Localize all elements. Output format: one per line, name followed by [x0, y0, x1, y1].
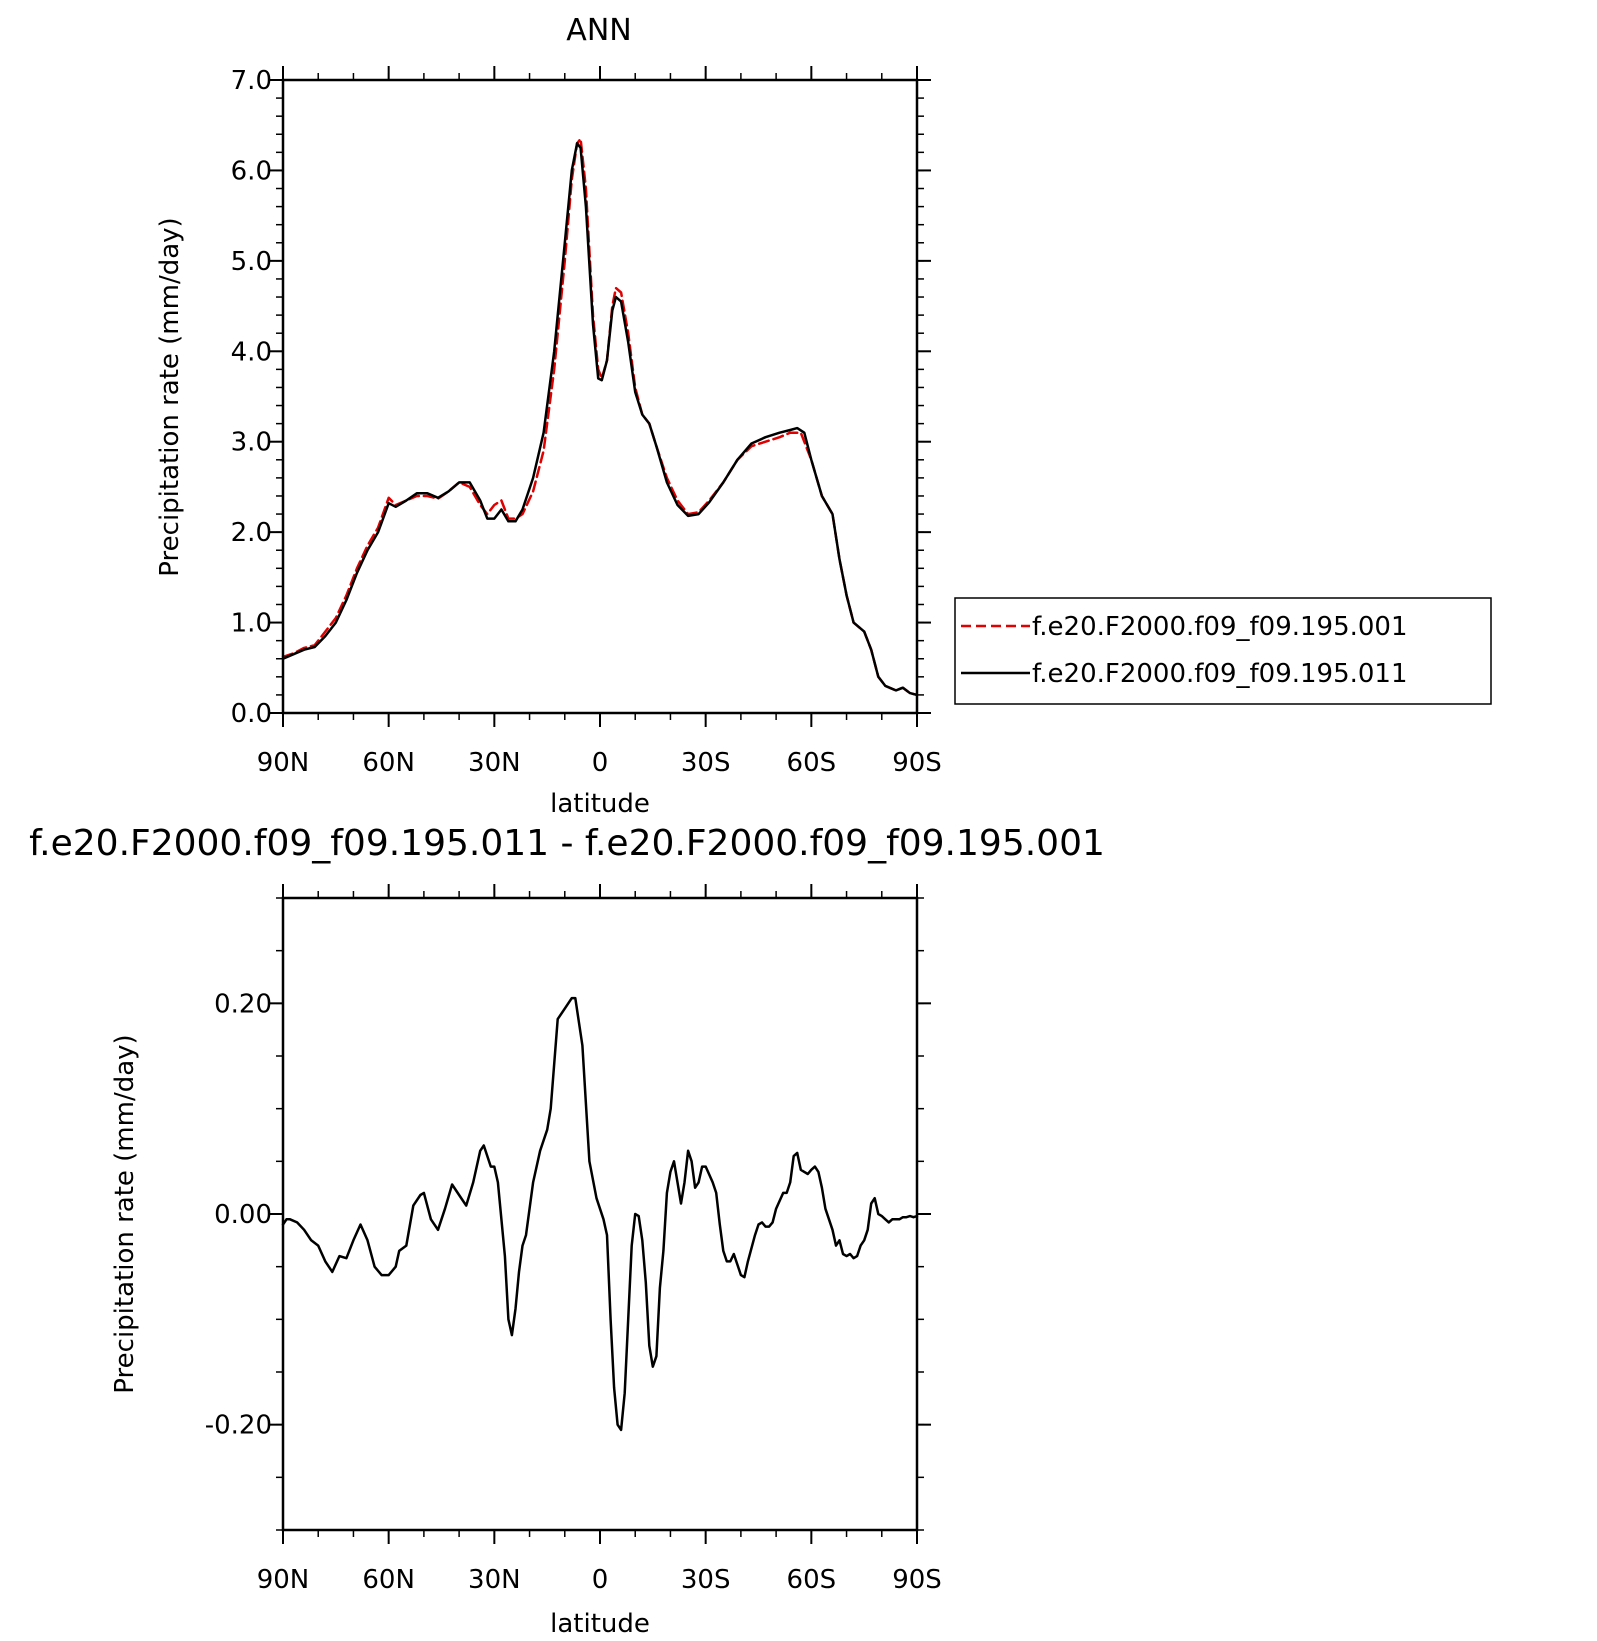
bottom-plot-frame	[281, 896, 919, 1532]
bottom-panel: f.e20.F2000.f09_f09.195.011 - f.e20.F200…	[29, 823, 1105, 1639]
bottom-x-tick-label: 30S	[681, 1565, 731, 1595]
bottom-x-axis-label: latitude	[550, 1609, 650, 1639]
legend-box	[954, 597, 1492, 705]
top-x-axis-label: latitude	[550, 789, 650, 819]
bottom-x-tick-label: 90S	[892, 1565, 942, 1595]
top-y-tick-label: 2.0	[231, 518, 272, 548]
bottom-y-tick-label: 0.00	[214, 1200, 272, 1230]
top-chart-title: ANN	[566, 13, 631, 48]
top-series-line-1	[281, 142, 919, 697]
bottom-y-tick-label: 0.20	[214, 989, 272, 1019]
top-y-tick-label: 1.0	[231, 609, 272, 639]
bottom-x-tick-label: 60N	[362, 1565, 415, 1595]
legend-label-series-011: f.e20.F2000.f09_f09.195.011	[1032, 659, 1408, 689]
top-x-tick-label: 0	[592, 748, 609, 778]
top-y-axis-label: Precipitation rate (mm/day)	[155, 217, 185, 576]
top-x-tick-label: 30N	[468, 748, 521, 778]
top-y-tick-label: 6.0	[231, 156, 272, 186]
legend: f.e20.F2000.f09_f09.195.001 f.e20.F2000.…	[954, 597, 1492, 705]
top-y-tick-label: 4.0	[231, 337, 272, 367]
top-x-tick-label: 90N	[257, 748, 310, 778]
bottom-x-tick-label: 90N	[257, 1565, 310, 1595]
top-panel: ANN 0.0 1.0 2.0 3.0 4.0 5.0 6.0 7.0 90N 60N 30N 0 3…	[155, 13, 942, 819]
bottom-x-tick-label: 0	[592, 1565, 609, 1595]
bottom-series-line-0	[281, 996, 919, 1432]
bottom-x-tick-label: 30N	[468, 1565, 521, 1595]
top-x-tick-label: 30S	[681, 748, 731, 778]
top-y-axis-ticks: 0.0 1.0 2.0 3.0 4.0 5.0 6.0 7.0	[231, 66, 931, 729]
top-x-axis-ticks: 90N 60N 30N 0 30S 60S 90S	[257, 66, 942, 778]
top-x-tick-label: 60S	[787, 748, 837, 778]
legend-label-series-001: f.e20.F2000.f09_f09.195.001	[1032, 612, 1408, 642]
top-y-tick-label: 5.0	[231, 247, 272, 277]
top-x-tick-label: 60N	[362, 748, 415, 778]
bottom-series-lines	[281, 996, 919, 1432]
top-x-tick-label: 90S	[892, 748, 942, 778]
top-y-tick-label: 3.0	[231, 428, 272, 458]
bottom-x-tick-label: 60S	[787, 1565, 837, 1595]
top-series-lines	[281, 137, 919, 697]
bottom-y-axis-label: Precipitation rate (mm/day)	[110, 1034, 140, 1393]
top-series-line-0	[281, 137, 919, 697]
top-y-tick-label: 7.0	[231, 66, 272, 96]
top-y-tick-label: 0.0	[231, 699, 272, 729]
bottom-chart-title: f.e20.F2000.f09_f09.195.011 - f.e20.F200…	[29, 823, 1105, 864]
top-plot-frame	[281, 78, 919, 715]
bottom-y-tick-label: -0.20	[205, 1411, 272, 1441]
bottom-y-axis-ticks: -0.20 0.00 0.20	[205, 897, 931, 1531]
